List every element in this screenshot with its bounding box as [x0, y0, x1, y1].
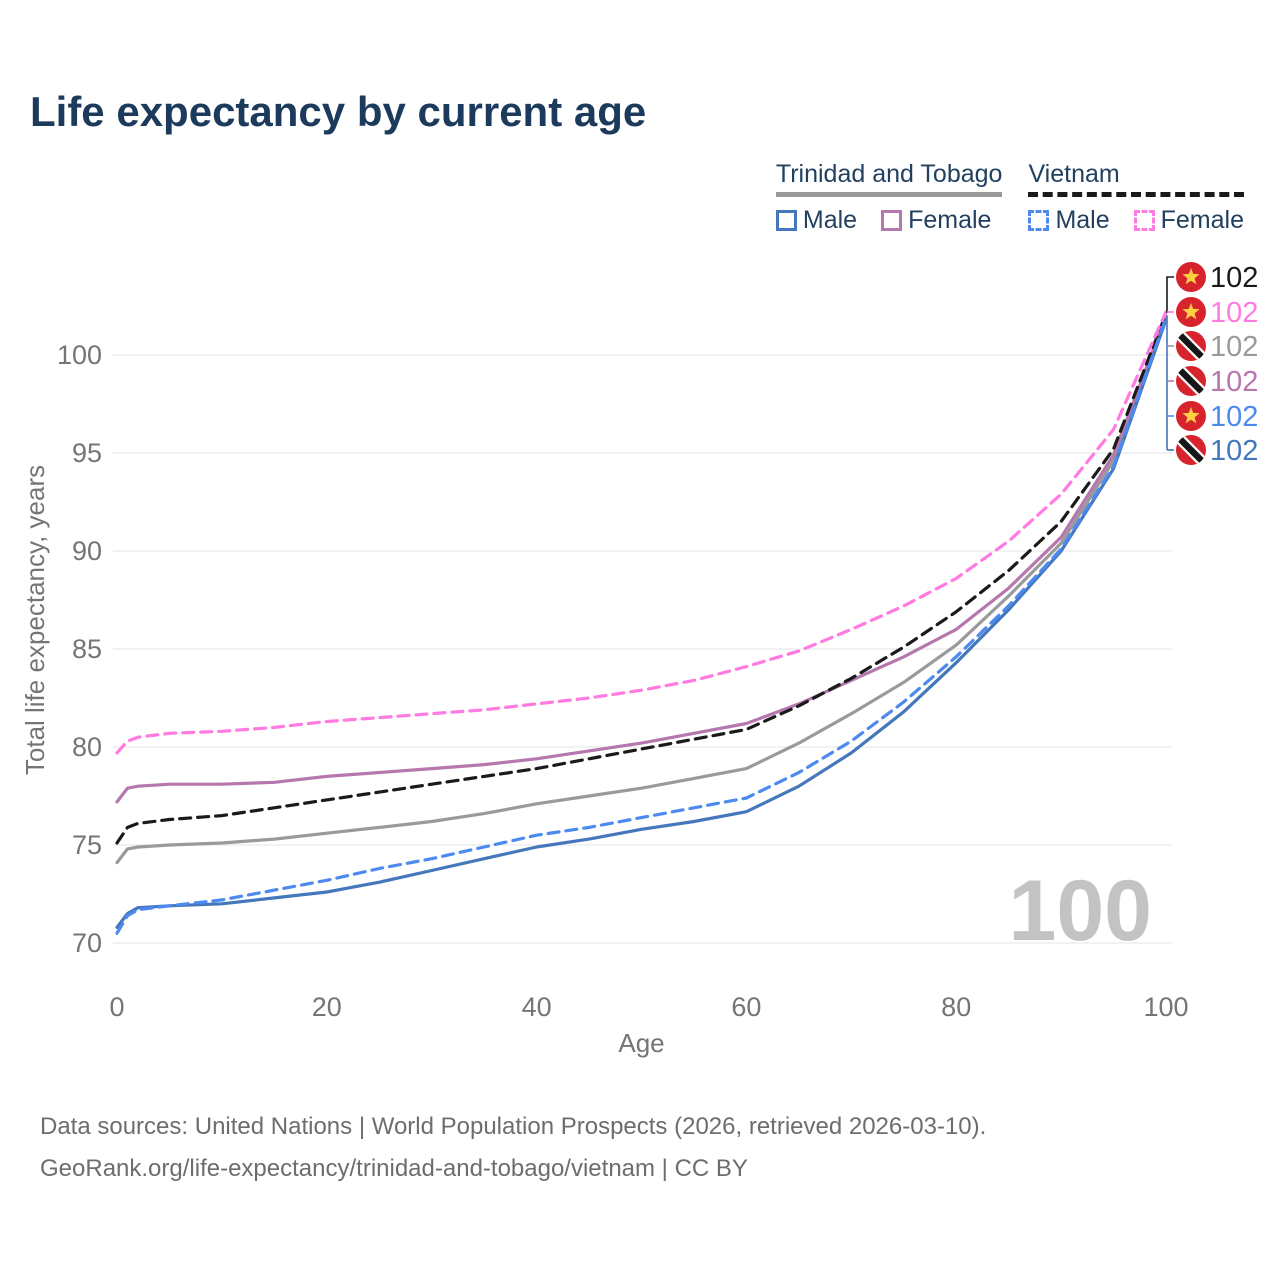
- end-value-label: 102: [1210, 262, 1258, 294]
- legend-items: Male Female: [1028, 206, 1244, 235]
- legend-item-label: Male: [802, 206, 858, 234]
- data-sources-text: Data sources: United Nations | World Pop…: [40, 1113, 987, 1140]
- legend-group-trinidad-and-tobago: Trinidad and Tobago Male Female: [775, 160, 1003, 235]
- x-tick-label: 40: [522, 992, 552, 1022]
- series-line-4[interactable]: [115, 316, 1168, 935]
- y-axis-title: Total life expectancy, years: [20, 465, 50, 775]
- vietnam-flag-icon: [1176, 297, 1206, 327]
- attribution-text: GeoRank.org/life-expectancy/trinidad-and…: [40, 1155, 748, 1182]
- vietnam-flag-icon: [1176, 401, 1206, 431]
- legend-item-vn-female[interactable]: Female: [1133, 206, 1244, 235]
- legend-item-vn-male[interactable]: Male: [1028, 206, 1110, 235]
- tt-male-swatch-icon: [775, 210, 797, 231]
- footer: Data sources: United Nations | World Pop…: [40, 1106, 986, 1190]
- leader-line: [1166, 276, 1174, 313]
- page-title: Life expectancy by current age: [30, 88, 647, 135]
- y-tick-label: 85: [72, 634, 102, 664]
- end-value-label: 102: [1210, 366, 1258, 398]
- vn-male-swatch-icon: [1028, 210, 1050, 231]
- series-line-3[interactable]: [115, 314, 1168, 804]
- y-tick-label: 95: [72, 438, 102, 468]
- series-line-0[interactable]: [115, 312, 1168, 845]
- y-tick-label: 100: [57, 340, 102, 370]
- legend: Trinidad and Tobago Male Female Vietnam …: [775, 160, 1244, 235]
- y-tick-label: 75: [72, 830, 102, 860]
- series-line-2[interactable]: [115, 314, 1168, 865]
- x-tick-label: 20: [312, 992, 342, 1022]
- end-value-label: 102: [1210, 435, 1258, 467]
- x-axis-title: Age: [618, 1028, 664, 1058]
- series-line-5[interactable]: [115, 318, 1168, 929]
- legend-country-label: Trinidad and Tobago: [775, 160, 1003, 197]
- x-tick-label: 80: [941, 992, 971, 1022]
- trinidad-and-tobago-flag-icon: [1176, 331, 1206, 361]
- trinidad-and-tobago-flag-icon: [1176, 366, 1206, 396]
- age-watermark: 100: [1009, 863, 1153, 959]
- legend-item-tt-female[interactable]: Female: [881, 206, 991, 235]
- trinidad-and-tobago-flag-icon: [1176, 435, 1206, 465]
- legend-items: Male Female: [775, 206, 1003, 235]
- x-tick-label: 60: [731, 992, 761, 1022]
- y-tick-label: 80: [72, 732, 102, 762]
- legend-country-label: Vietnam: [1028, 160, 1244, 197]
- x-tick-label: 100: [1143, 992, 1188, 1022]
- tt-female-swatch-icon: [881, 210, 903, 231]
- legend-group-vietnam: Vietnam Male Female: [1028, 160, 1244, 235]
- x-tick-label: 0: [109, 992, 124, 1022]
- vietnam-flag-icon: [1176, 262, 1206, 292]
- legend-item-label: Female: [1160, 206, 1244, 234]
- legend-item-tt-male[interactable]: Male: [775, 206, 858, 235]
- series-line-1[interactable]: [115, 310, 1168, 755]
- y-tick-label: 90: [72, 536, 102, 566]
- line-chart: 70 75 80 85 90 95 100 0 20 40 60 80 100 Age Total life…: [20, 262, 1258, 1058]
- legend-item-label: Female: [908, 206, 992, 234]
- end-value-label: 102: [1210, 297, 1258, 329]
- vn-female-swatch-icon: [1133, 210, 1155, 231]
- y-tick-label: 70: [72, 928, 102, 958]
- legend-item-label: Male: [1055, 206, 1110, 234]
- end-value-label: 102: [1210, 401, 1258, 433]
- end-value-label: 102: [1210, 331, 1258, 363]
